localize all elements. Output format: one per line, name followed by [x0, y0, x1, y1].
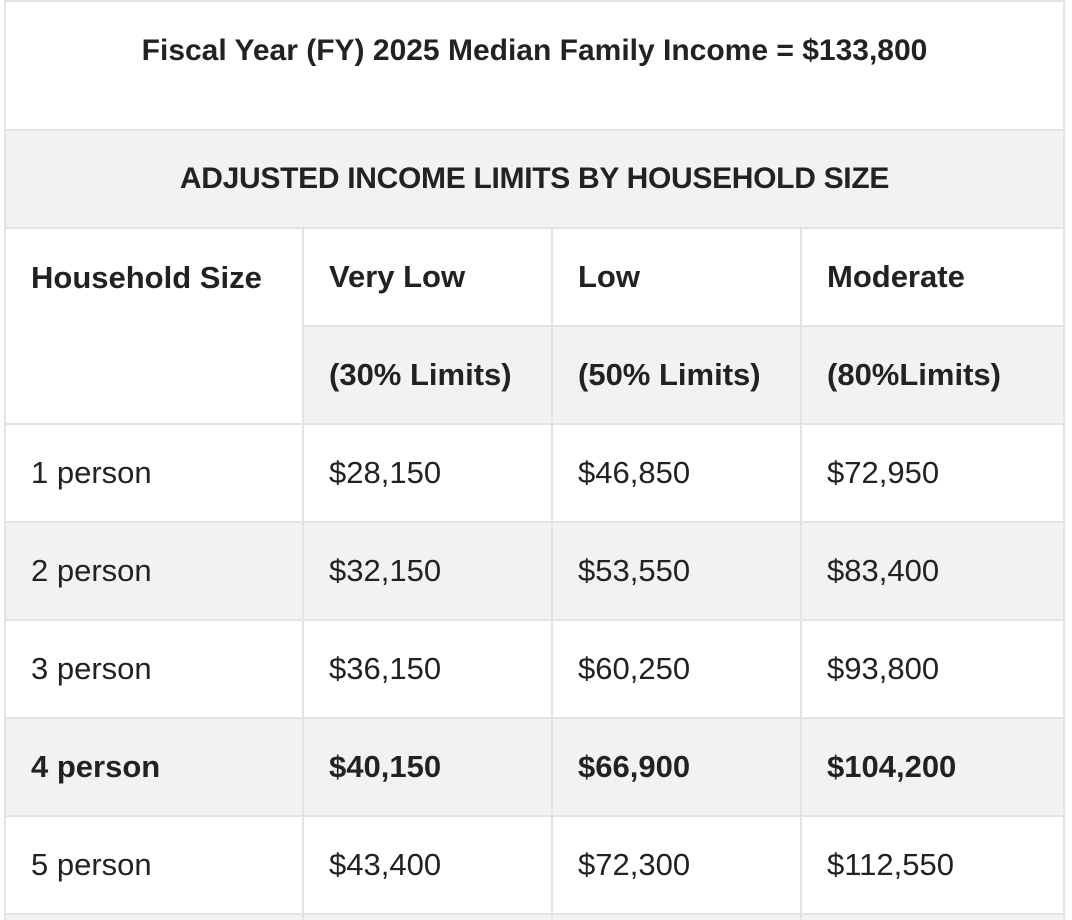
column-header-row: Household Size Very Low Low Moderate: [4, 227, 1066, 425]
moderate-cell: $72,950: [799, 423, 1066, 523]
household-size-cell: 5 person: [4, 815, 304, 915]
low-cell: $66,900: [551, 717, 802, 817]
table-row: 3 person $36,150 $60,250 $93,800: [4, 619, 1066, 719]
table-cell: [4, 913, 304, 920]
very-low-cell: $36,150: [302, 619, 553, 719]
table-cell: [551, 913, 802, 920]
low-cell: $46,850: [551, 423, 802, 523]
table-row: 2 person $32,150 $53,550 $83,400: [4, 521, 1066, 621]
very-low-cell: $28,150: [302, 423, 553, 523]
very-low-cell: $40,150: [302, 717, 553, 817]
very-low-cell: $32,150: [302, 521, 553, 621]
moderate-cell: $112,550: [799, 815, 1066, 915]
household-size-cell: 4 person: [4, 717, 304, 817]
low-cell: $53,550: [551, 521, 802, 621]
very-low-cell: $43,400: [302, 815, 553, 915]
moderate-cell: $83,400: [799, 521, 1066, 621]
very-low-header: Very Low: [302, 227, 553, 327]
table-cell: [799, 913, 1066, 920]
low-header: Low: [551, 227, 802, 327]
median-income-title: Fiscal Year (FY) 2025 Median Family Inco…: [3, 0, 1066, 131]
moderate-cell: $104,200: [799, 717, 1066, 817]
low-cell: $60,250: [551, 619, 802, 719]
household-size-cell: 3 person: [4, 619, 304, 719]
low-cell: $72,300: [551, 815, 802, 915]
household-size-header: Household Size: [4, 227, 304, 425]
low-subheader: (50% Limits): [551, 325, 802, 425]
table-cell: [302, 913, 553, 920]
column-subheader-row: (30% Limits) (50% Limits) (80%Limits): [5, 325, 1066, 425]
household-size-cell: 1 person: [4, 423, 304, 523]
moderate-subheader: (80%Limits): [799, 325, 1066, 425]
table-row: 5 person $43,400 $72,300 $112,550: [4, 815, 1066, 915]
very-low-subheader: (30% Limits): [302, 325, 553, 425]
table-row: 1 person $28,150 $46,850 $72,950: [4, 423, 1066, 523]
table-row-partial: [4, 913, 1066, 920]
moderate-header: Moderate: [799, 227, 1066, 327]
income-limits-table: Fiscal Year (FY) 2025 Median Family Inco…: [3, 0, 1066, 920]
table-row: 4 person $40,150 $66,900 $104,200: [4, 717, 1066, 817]
title-row: Fiscal Year (FY) 2025 Median Family Inco…: [3, 0, 1066, 131]
household-size-cell: 2 person: [4, 521, 304, 621]
moderate-cell: $93,800: [799, 619, 1066, 719]
section-heading-row: ADJUSTED INCOME LIMITS BY HOUSEHOLD SIZE: [3, 129, 1066, 229]
section-heading: ADJUSTED INCOME LIMITS BY HOUSEHOLD SIZE: [3, 129, 1066, 229]
